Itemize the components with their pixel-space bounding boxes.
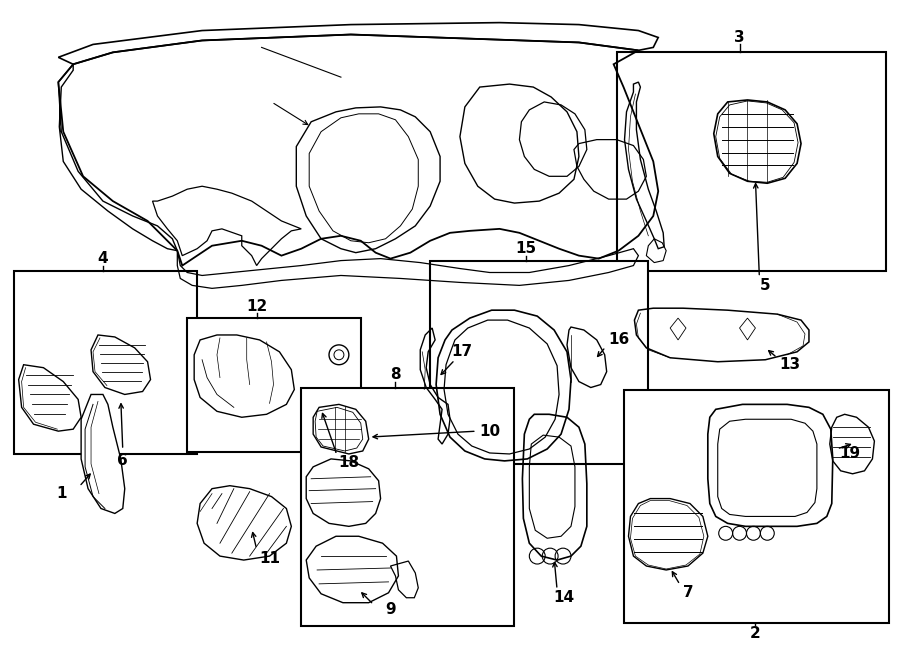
Text: 3: 3 <box>734 30 745 45</box>
Text: 14: 14 <box>554 591 574 605</box>
Text: 2: 2 <box>750 626 760 641</box>
Bar <box>616 52 886 271</box>
Text: 5: 5 <box>760 278 770 293</box>
Text: 17: 17 <box>451 344 472 359</box>
Bar <box>430 261 648 464</box>
Bar <box>302 387 515 626</box>
Text: 9: 9 <box>385 602 396 617</box>
Text: 11: 11 <box>259 551 280 565</box>
Text: 13: 13 <box>779 357 801 372</box>
Text: 18: 18 <box>338 455 359 471</box>
Text: 16: 16 <box>608 332 629 348</box>
Text: 4: 4 <box>97 251 108 266</box>
Bar <box>14 271 197 454</box>
Text: 6: 6 <box>117 453 128 469</box>
Bar <box>624 389 889 622</box>
Text: 15: 15 <box>516 241 537 256</box>
Text: 19: 19 <box>839 446 860 461</box>
Text: 12: 12 <box>246 299 267 314</box>
Polygon shape <box>81 395 125 514</box>
Text: 1: 1 <box>56 486 67 501</box>
Bar <box>187 318 361 452</box>
Text: 10: 10 <box>479 424 500 439</box>
Text: 8: 8 <box>390 367 400 382</box>
Text: 7: 7 <box>683 585 693 600</box>
